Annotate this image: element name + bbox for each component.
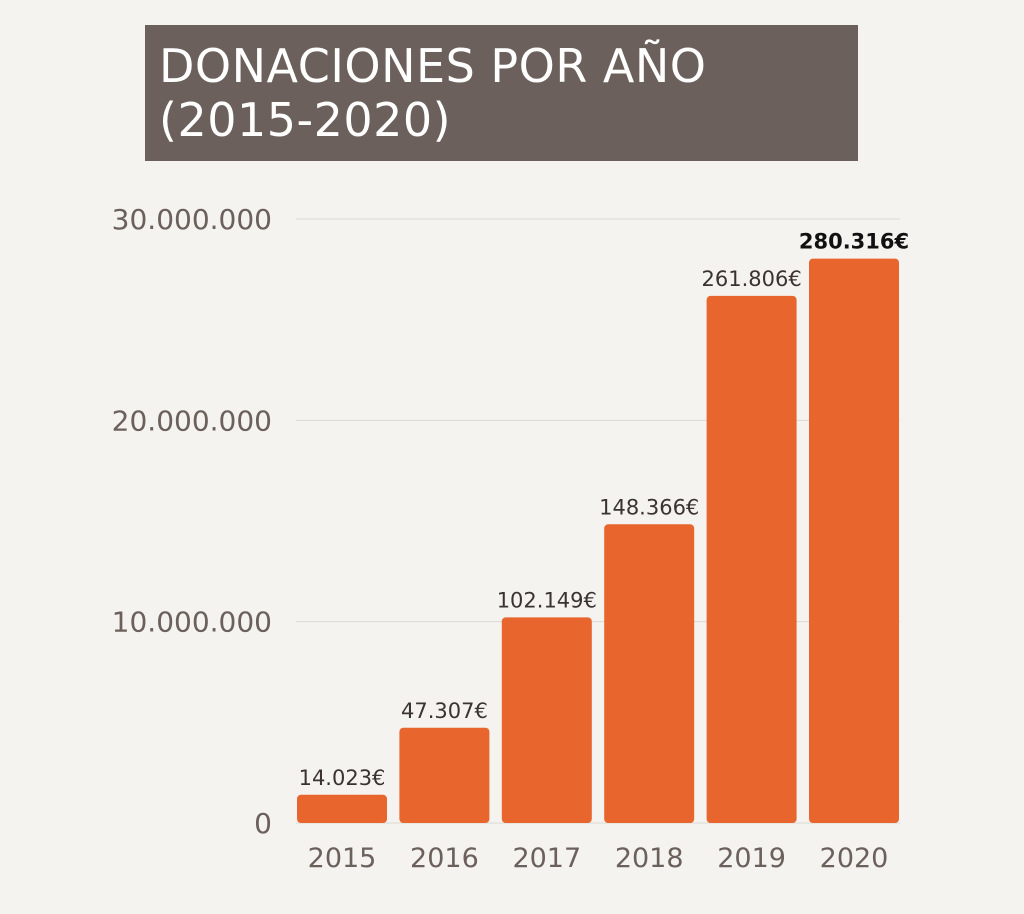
- data-label-2016: 47.307€: [401, 699, 488, 723]
- x-tick-label-2019: 2019: [717, 843, 786, 874]
- data-labels: 14.023€ 47.307€ 102.149€ 148.366€ 261.806€ 28…: [299, 230, 910, 790]
- bar-2020: [809, 258, 899, 823]
- x-tick-label-2016: 2016: [410, 843, 479, 874]
- data-label-2018: 148.366€: [599, 495, 699, 519]
- chart-title-line-1: DONACIONES POR AÑO: [159, 39, 707, 93]
- data-label-2020: 280.316€: [799, 230, 909, 254]
- y-tick-label: 10.000.000: [112, 606, 272, 639]
- bar-2017: [501, 617, 592, 823]
- y-tick-label: 0: [254, 807, 272, 840]
- chart-title-line-2: (2015-2020): [159, 93, 452, 147]
- data-label-2019: 261.806€: [701, 267, 801, 291]
- data-label-2015: 14.023€: [299, 766, 386, 790]
- x-axis-ticks: 2015 2016 2017 2018 2019 2020: [308, 843, 889, 874]
- chart-title-box: DONACIONES POR AÑO (2015-2020): [145, 25, 858, 161]
- x-tick-label-2018: 2018: [615, 843, 684, 874]
- x-tick-label-2020: 2020: [820, 843, 889, 874]
- y-axis-ticks: 0 10.000.000 20.000.000 30.000.000: [112, 203, 272, 840]
- gridlines: [296, 218, 900, 824]
- x-tick-label-2015: 2015: [308, 843, 377, 874]
- bars: [297, 258, 899, 824]
- bar-2015: [297, 794, 387, 823]
- bar-2019: [706, 295, 797, 824]
- data-label-2017: 102.149€: [497, 588, 597, 612]
- x-tick-label-2017: 2017: [512, 843, 581, 874]
- y-tick-label: 30.000.000: [112, 203, 272, 236]
- bar-2016: [399, 727, 490, 823]
- y-tick-label: 20.000.000: [112, 404, 272, 437]
- bar-2018: [604, 524, 695, 823]
